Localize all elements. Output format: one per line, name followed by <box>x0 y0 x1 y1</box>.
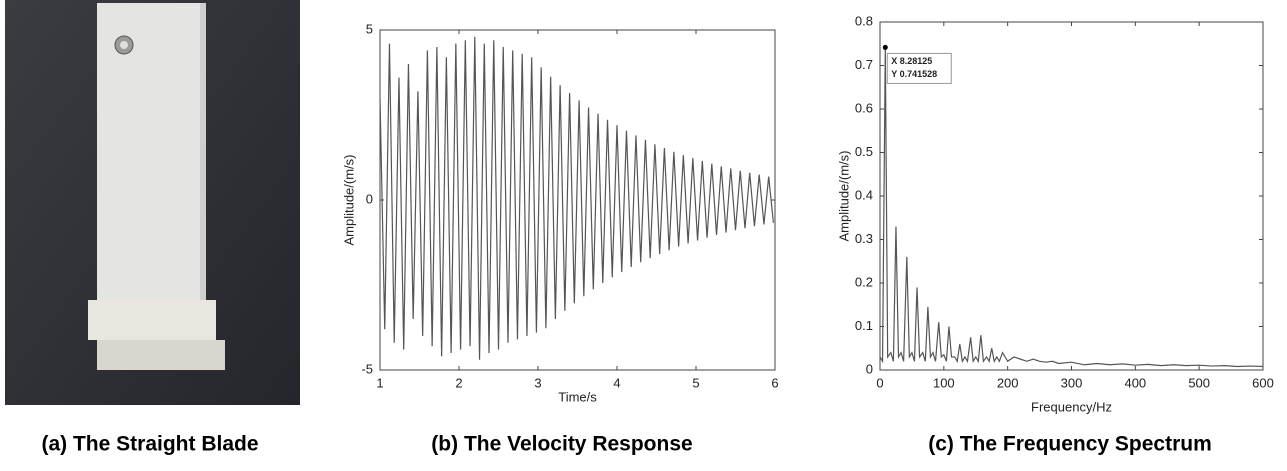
datatip-text: Y 0.741528 <box>891 69 937 79</box>
x-tick-label: 400 <box>1124 375 1146 390</box>
y-tick-label: 5 <box>366 21 373 36</box>
x-tick-label: 500 <box>1188 375 1210 390</box>
y-tick-label: 0.4 <box>855 187 873 202</box>
y-tick-label: 0.3 <box>855 231 873 246</box>
x-tick-label: 6 <box>771 375 778 390</box>
x-tick-label: 4 <box>613 375 620 390</box>
x-axis-label: Frequency/Hz <box>1031 399 1112 414</box>
blade <box>97 3 202 303</box>
x-tick-label: 200 <box>997 375 1019 390</box>
photo <box>5 0 300 405</box>
y-axis-label: Amplitude/(m/s) <box>836 150 851 241</box>
caption: (b) The Velocity Response <box>431 433 692 456</box>
datatip-text: X 8.28125 <box>891 56 932 66</box>
datatip-box <box>886 52 952 84</box>
caption: (a) The Straight Blade <box>41 433 258 456</box>
y-axis-label: Amplitude/(m/s) <box>341 154 356 245</box>
y-tick-label: 0.6 <box>855 100 873 115</box>
x-tick-label: 0 <box>876 375 883 390</box>
y-tick-label: 0.8 <box>855 13 873 28</box>
caption: (c) The Frequency Spectrum <box>928 433 1212 456</box>
data-line <box>379 36 775 360</box>
x-tick-label: 5 <box>692 375 699 390</box>
x-tick-label: 600 <box>1252 375 1274 390</box>
x-tick-label: 3 <box>534 375 541 390</box>
y-tick-label: 0 <box>866 361 873 376</box>
data-line <box>879 47 1264 368</box>
x-tick-label: 100 <box>933 375 955 390</box>
datatip-point <box>882 44 888 50</box>
y-tick-label: 0.5 <box>855 144 873 159</box>
y-tick-label: 0.7 <box>855 57 873 72</box>
x-tick-label: 300 <box>1061 375 1083 390</box>
x-tick-label: 2 <box>455 375 462 390</box>
y-tick-label: 0.2 <box>855 274 873 289</box>
y-tick-label: -5 <box>361 361 373 376</box>
y-tick-label: 0.1 <box>855 318 873 333</box>
y-tick-label: 0 <box>366 191 373 206</box>
x-tick-label: 1 <box>376 375 383 390</box>
x-axis-label: Time/s <box>558 389 597 404</box>
